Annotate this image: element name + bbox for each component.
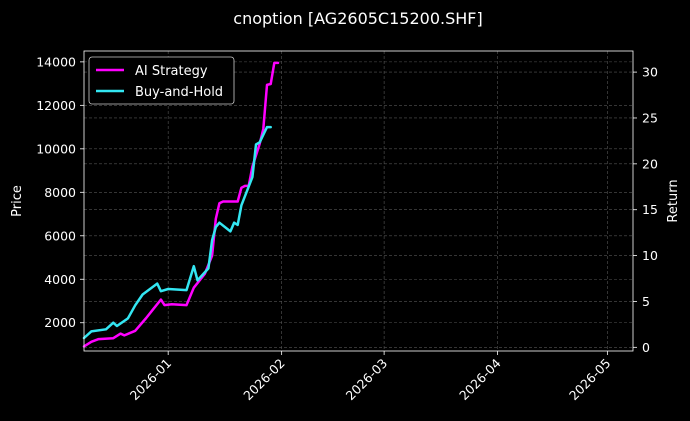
right-axis-label: Return	[666, 179, 681, 222]
right-axis-tick-label: 0	[642, 340, 650, 355]
left-axis-label: Price	[10, 185, 25, 217]
left-axis-tick-label: 14000	[36, 54, 76, 69]
right-axis-tick-label: 30	[642, 65, 658, 80]
right-axis-tick-label: 15	[642, 202, 658, 217]
right-axis: 0 5 10 15 20 25 30	[633, 65, 658, 355]
right-axis-tick-label: 10	[642, 248, 658, 263]
left-axis-tick-label: 6000	[44, 228, 76, 243]
legend: AI Strategy Buy-and-Hold	[88, 56, 235, 105]
right-axis-tick-label: 5	[642, 294, 650, 309]
chart-title: cnoption [AG2605C15200.SHF]	[233, 9, 482, 28]
right-axis-tick-label: 20	[642, 156, 658, 171]
left-axis-tick-label: 8000	[44, 185, 76, 200]
left-axis-tick-label: 12000	[36, 98, 76, 113]
legend-label-buy-and-hold: Buy-and-Hold	[135, 85, 223, 100]
series-line-buy-and-hold	[82, 125, 272, 340]
left-axis: 2000 4000 6000 8000 10000 12000 14000	[36, 54, 84, 330]
legend-label-ai-strategy: AI Strategy	[135, 64, 208, 79]
plot-frame	[83, 50, 634, 352]
left-axis-tick-label: 4000	[44, 272, 76, 287]
legend-box	[88, 56, 235, 105]
series-layer	[82, 61, 280, 348]
left-axis-tick-label: 10000	[36, 141, 76, 156]
right-axis-tick-label: 25	[642, 110, 658, 125]
left-axis-tick-label: 2000	[44, 315, 76, 330]
